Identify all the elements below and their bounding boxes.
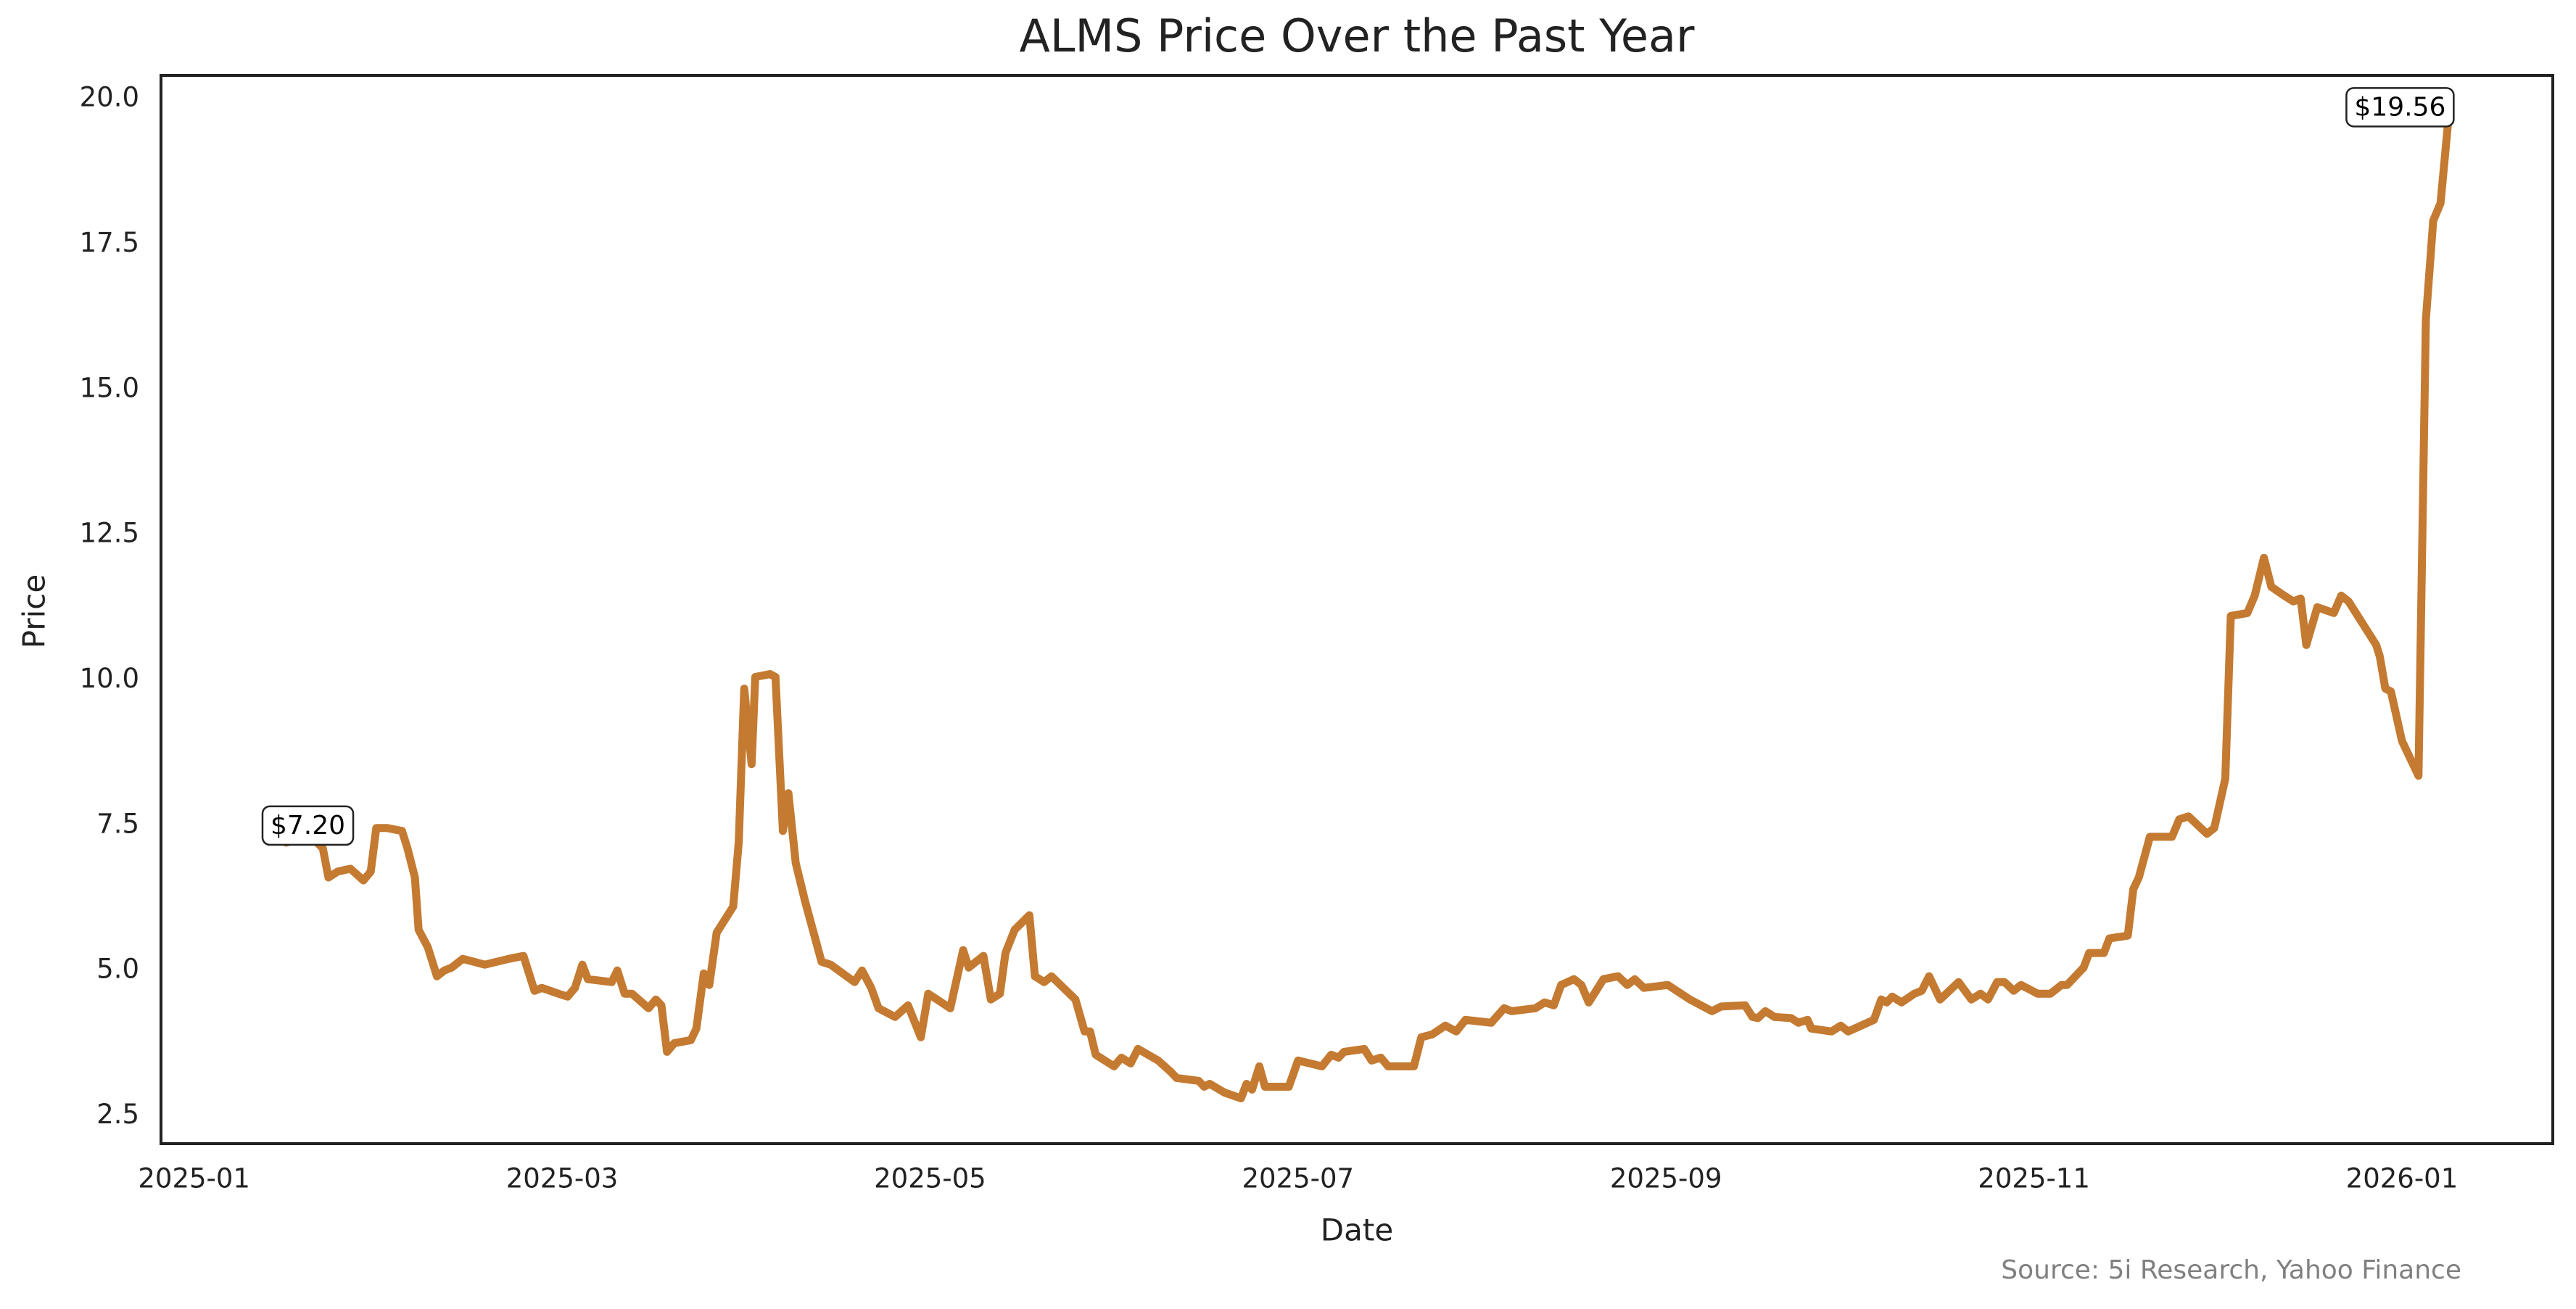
- x-tick-label: 2025-01: [138, 1163, 250, 1194]
- x-tick-label: 2025-03: [506, 1163, 619, 1194]
- y-tick-label: 12.5: [80, 518, 139, 549]
- x-tick-label: 2025-09: [1610, 1163, 1722, 1194]
- y-tick-label: 7.5: [96, 808, 139, 839]
- x-tick-label: 2025-11: [1978, 1163, 2090, 1194]
- y-tick-label: 10.0: [80, 663, 139, 694]
- y-axis-label: Price: [17, 574, 52, 648]
- annotation: $19.56: [2345, 87, 2455, 128]
- x-axis-label: Date: [1321, 1213, 1393, 1248]
- plot-frame: [160, 74, 2554, 1145]
- x-tick-label: 2025-07: [1242, 1163, 1355, 1194]
- annotation-label: $7.20: [271, 811, 345, 841]
- source-note: Source: 5i Research, Yahoo Finance: [2001, 1255, 2461, 1285]
- x-tick-label: 2026-01: [2346, 1163, 2459, 1194]
- y-tick-label: 2.5: [96, 1099, 139, 1130]
- y-tick-label: 20.0: [80, 82, 139, 113]
- x-tick-label: 2025-05: [874, 1163, 986, 1194]
- y-tick-label: 5.0: [96, 954, 139, 985]
- annotation-label: $19.56: [2354, 92, 2445, 122]
- annotation-box: [2345, 87, 2455, 128]
- annotation: $7.20: [261, 805, 355, 846]
- price-line: [282, 120, 2452, 1102]
- annotation-box: [261, 805, 355, 846]
- y-tick-label: 17.5: [80, 227, 139, 258]
- y-tick-label: 15.0: [80, 372, 139, 403]
- chart-title: ALMS Price Over the Past Year: [1020, 9, 1695, 62]
